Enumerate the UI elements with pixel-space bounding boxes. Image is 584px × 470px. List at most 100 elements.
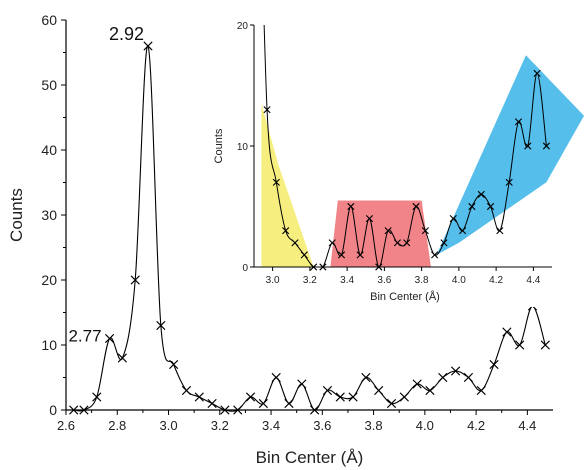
- main-data-point-stroke-b: [245, 392, 256, 402]
- inset-data-point-stroke-b: [496, 227, 504, 235]
- main-data-point: [386, 398, 397, 409]
- main-data-point: [297, 379, 307, 389]
- main-data-point: [399, 392, 409, 402]
- inset-data-point: [533, 69, 541, 77]
- inset-data-point-stroke-b: [291, 239, 299, 247]
- inset-data-point: [263, 106, 271, 114]
- main-x-tick-label: 4.4: [518, 418, 536, 433]
- main-x-tick-label: 3.6: [313, 418, 331, 433]
- inset-data-point-stroke-b: [263, 106, 271, 114]
- main-data-point-stroke-b: [181, 385, 192, 396]
- main-data-point-stroke-b: [194, 392, 204, 402]
- inset-data-point: [300, 251, 308, 259]
- main-data-point-stroke-b: [399, 392, 409, 402]
- main-data-point-stroke-b: [207, 398, 217, 409]
- main-y-tick-label: 0: [49, 402, 57, 418]
- inset-data-point: [486, 202, 495, 211]
- inset-highlight-yellow: [261, 103, 314, 268]
- main-data-point: [220, 405, 230, 415]
- main-data-point-stroke-b: [156, 320, 166, 331]
- inset-x-tick-label: 4.2: [489, 275, 503, 286]
- inset-data-point-stroke-b: [468, 202, 476, 211]
- main-y-tick-label: 30: [41, 207, 57, 223]
- main-data-point-stroke-b: [463, 372, 474, 383]
- main-data-point-stroke-b: [220, 405, 230, 415]
- inset-data-point: [459, 227, 467, 235]
- main-data-point-stroke-b: [322, 385, 333, 396]
- main-data-point: [207, 398, 217, 409]
- inset-data-point-stroke-b: [319, 263, 327, 271]
- inset-data-point: [310, 263, 318, 271]
- main-data-point-stroke-b: [297, 379, 307, 389]
- main-x-tick-label: 2.6: [57, 418, 75, 433]
- main-data-point: [322, 385, 333, 396]
- inset-data-point: [496, 227, 504, 235]
- main-data-point: [463, 372, 474, 383]
- main-data-point: [79, 405, 89, 415]
- inset-x-tick-label: 3.4: [340, 275, 354, 286]
- main-data-point: [169, 359, 179, 370]
- main-data-point-stroke-b: [438, 372, 448, 383]
- main-data-point-stroke-b: [335, 392, 345, 402]
- inset-x-tick-label: 3.8: [415, 275, 429, 286]
- inset-data-point-stroke-b: [440, 239, 448, 247]
- main-data-point-stroke-b: [451, 366, 461, 376]
- main-data-point-stroke-b: [69, 405, 79, 415]
- inset-data-point: [421, 227, 429, 235]
- inset-data-point-stroke-b: [347, 202, 355, 211]
- inset-plot: 3.0 3.2 3.4 3.6 3.8 4.0 4.2 4.4 0 10 20 Bin Center …: [213, 15, 584, 307]
- inset-data-point-stroke-b: [337, 251, 346, 259]
- inset-x-tick-label: 4.0: [452, 275, 466, 286]
- main-x-tick-label: 4.0: [416, 418, 434, 433]
- main-y-axis-title: Counts: [7, 188, 26, 242]
- inset-data-point-stroke-b: [431, 251, 439, 259]
- main-y-tick-label: 40: [41, 142, 57, 158]
- inset-data-point-stroke-b: [272, 178, 280, 186]
- main-y-tick-label: 60: [41, 12, 57, 28]
- main-data-point-stroke-b: [361, 372, 371, 383]
- inset-x-tick-label: 3.2: [303, 275, 317, 286]
- main-data-point: [117, 353, 127, 363]
- main-data-point: [245, 392, 256, 402]
- main-data-point-stroke-b: [130, 275, 140, 285]
- inset-data-point-stroke-b: [477, 190, 485, 198]
- main-data-point: [271, 372, 281, 383]
- inset-data-point-stroke-b: [533, 69, 541, 77]
- main-data-point: [361, 372, 371, 383]
- main-data-point: [451, 366, 461, 376]
- main-data-point: [104, 333, 115, 344]
- inset-data-point-stroke-b: [282, 227, 290, 235]
- inset-data-point: [393, 239, 402, 247]
- inset-data-point: [356, 251, 364, 259]
- inset-x-tick-label: 4.4: [526, 275, 540, 286]
- inset-data-point-stroke-b: [542, 142, 551, 150]
- main-data-point: [335, 392, 345, 402]
- main-x-tick-label: 2.8: [108, 418, 126, 433]
- inset-data-point: [347, 202, 355, 211]
- main-data-point: [92, 392, 102, 402]
- main-data-point-stroke-b: [515, 340, 525, 350]
- inset-data-point-stroke-b: [514, 118, 523, 126]
- inset-x-tick-label: 3.6: [377, 275, 391, 286]
- main-data-point-stroke-b: [92, 392, 102, 402]
- inset-y-axis-title: Counts: [213, 128, 225, 163]
- inset-data-point-stroke-b: [505, 178, 513, 186]
- inset-data-point-stroke-b: [328, 239, 336, 247]
- main-x-axis-title: Bin Center (Å): [256, 448, 364, 467]
- main-data-point: [233, 405, 243, 415]
- inset-data-point: [375, 263, 383, 271]
- inset-data-point-stroke-b: [449, 215, 457, 223]
- main-data-point-stroke-b: [233, 405, 243, 415]
- main-data-point: [489, 359, 499, 370]
- inset-data-point: [514, 118, 523, 126]
- inset-data-point: [542, 142, 551, 150]
- main-x-tick-label: 3.8: [365, 418, 383, 433]
- main-x-tick-label: 4.2: [467, 418, 485, 433]
- main-data-point-stroke-b: [412, 379, 422, 389]
- inset-data-point-stroke-b: [300, 251, 308, 259]
- inset-data-point: [412, 202, 420, 211]
- main-data-point-stroke-b: [502, 327, 512, 337]
- main-data-point: [374, 385, 384, 396]
- inset-data-point: [272, 178, 280, 186]
- inset-data-point-stroke-b: [310, 263, 318, 271]
